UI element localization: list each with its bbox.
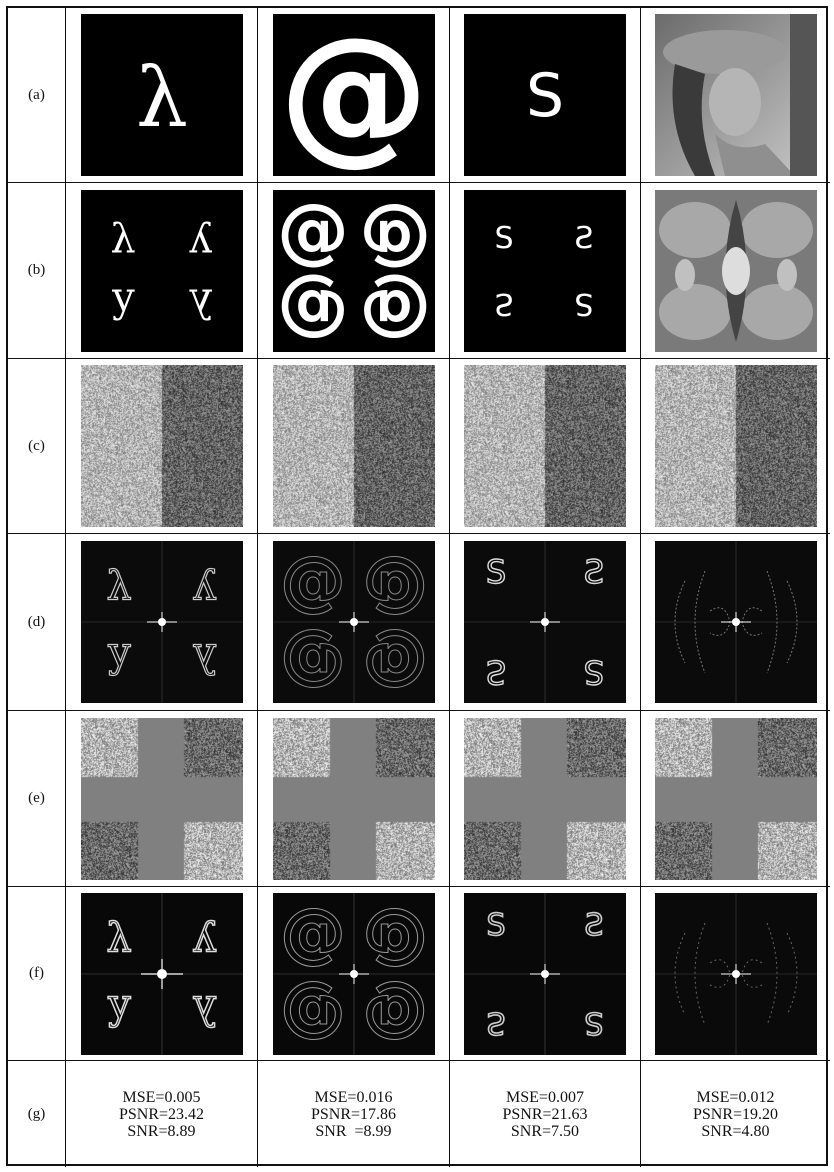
image-b-s-quad: S S S S bbox=[464, 189, 626, 352]
svg-text:@: @ bbox=[362, 542, 428, 619]
snr-value: SNR=7.50 bbox=[510, 1122, 580, 1140]
svg-text:@: @ bbox=[362, 625, 428, 702]
image-c-encrypted-4 bbox=[654, 365, 817, 527]
svg-text:S: S bbox=[574, 286, 593, 321]
svg-text:λ: λ bbox=[192, 915, 217, 961]
svg-text:S: S bbox=[486, 908, 505, 943]
svg-text:λ: λ bbox=[106, 987, 131, 1033]
snr-value: SNR=8.89 bbox=[127, 1122, 196, 1140]
psnr-value: PSNR=19.20 bbox=[692, 1105, 779, 1123]
row-label-e: (e) bbox=[8, 711, 66, 887]
svg-text:S: S bbox=[486, 553, 506, 591]
image-d-at-spectrum: @ @ @ @ bbox=[272, 541, 435, 703]
psnr-value: PSNR=23.42 bbox=[118, 1105, 205, 1123]
image-e-masked-2 bbox=[272, 717, 435, 880]
image-e-masked-1 bbox=[80, 717, 243, 880]
svg-text:λ: λ bbox=[106, 563, 131, 609]
svg-text:@: @ bbox=[280, 625, 346, 702]
image-f-s-recovered: S S S S bbox=[464, 892, 626, 1055]
glyph-lambda: λ bbox=[136, 51, 188, 146]
svg-text:S: S bbox=[584, 908, 603, 943]
image-e-masked-4 bbox=[654, 717, 817, 880]
svg-text:S: S bbox=[486, 1005, 505, 1040]
svg-text:λ: λ bbox=[188, 280, 213, 326]
image-a-portrait bbox=[654, 14, 817, 176]
row-label-d: (d) bbox=[8, 534, 66, 711]
snr-value: SNR =8.99 bbox=[315, 1122, 392, 1140]
image-d-portrait-spectrum bbox=[654, 541, 817, 703]
row-label-f: (f) bbox=[8, 887, 66, 1061]
svg-text:S: S bbox=[584, 553, 604, 591]
metrics-1: MSE=0.005 PSNR=23.42 SNR=8.89 bbox=[119, 1089, 204, 1140]
svg-text:λ: λ bbox=[106, 915, 131, 961]
image-a-lambda: λ bbox=[80, 14, 243, 176]
svg-text:@: @ bbox=[362, 977, 428, 1054]
image-b-at-quad: @ @ @ @ bbox=[272, 189, 435, 352]
svg-text:S: S bbox=[494, 221, 513, 256]
image-f-portrait-recovered bbox=[654, 892, 817, 1055]
svg-text:@: @ bbox=[359, 270, 431, 352]
image-e-masked-3 bbox=[464, 717, 626, 880]
svg-text:λ: λ bbox=[188, 216, 213, 262]
image-c-encrypted-3 bbox=[464, 365, 626, 527]
svg-text:S: S bbox=[574, 221, 593, 256]
image-f-at-recovered: @ @ @ @ bbox=[272, 892, 435, 1055]
row-label-c: (c) bbox=[8, 359, 66, 534]
metrics-3: MSE=0.007 PSNR=21.63 SNR=7.50 bbox=[502, 1089, 587, 1140]
svg-text:@: @ bbox=[280, 977, 346, 1054]
svg-text:@: @ bbox=[280, 542, 346, 619]
image-a-s: S bbox=[464, 14, 626, 176]
svg-text:λ: λ bbox=[192, 635, 217, 681]
mse-value: MSE=0.007 bbox=[506, 1088, 584, 1106]
image-d-s-spectrum: S S S S bbox=[464, 541, 626, 703]
mse-value: MSE=0.012 bbox=[696, 1088, 775, 1106]
metrics-2: MSE=0.016 PSNR=17.86 SNR =8.99 bbox=[311, 1089, 396, 1140]
svg-text:@: @ bbox=[277, 270, 349, 352]
svg-text:S: S bbox=[486, 653, 506, 691]
image-c-encrypted-1 bbox=[80, 365, 243, 527]
image-d-lambda-spectrum: λ λ λ λ bbox=[80, 541, 243, 703]
row-label-g: (g) bbox=[8, 1061, 66, 1167]
svg-text:@: @ bbox=[359, 190, 431, 272]
svg-text:λ: λ bbox=[110, 280, 135, 326]
figure-table: (a) λ @ S (b) λ λ λ λ bbox=[6, 6, 830, 1167]
psnr-value: PSNR=17.86 bbox=[310, 1105, 397, 1123]
metrics-4: MSE=0.012 PSNR=19.20 SNR=4.80 bbox=[693, 1089, 778, 1140]
image-a-at: @ bbox=[272, 14, 435, 176]
svg-text:λ: λ bbox=[110, 216, 135, 262]
image-c-encrypted-2 bbox=[272, 365, 435, 527]
svg-text:@: @ bbox=[277, 190, 349, 272]
svg-text:@: @ bbox=[362, 894, 428, 971]
psnr-value: PSNR=21.63 bbox=[502, 1105, 588, 1123]
svg-text:@: @ bbox=[280, 894, 346, 971]
image-b-lambda-quad: λ λ λ λ bbox=[80, 189, 243, 352]
svg-text:S: S bbox=[494, 286, 513, 321]
svg-text:λ: λ bbox=[106, 635, 131, 681]
image-b-portrait-quad bbox=[654, 189, 817, 352]
mse-value: MSE=0.005 bbox=[122, 1088, 201, 1106]
row-label-b: (b) bbox=[8, 183, 66, 359]
image-f-lambda-recovered: λ λ λ λ bbox=[80, 892, 243, 1055]
svg-text:λ: λ bbox=[192, 987, 217, 1033]
svg-text:S: S bbox=[584, 653, 604, 691]
mse-value: MSE=0.016 bbox=[314, 1088, 393, 1106]
glyph-at: @ bbox=[279, 14, 429, 176]
glyph-s: S bbox=[526, 61, 564, 131]
snr-value: SNR=4.80 bbox=[701, 1122, 770, 1140]
svg-text:λ: λ bbox=[192, 563, 217, 609]
svg-text:S: S bbox=[584, 1005, 603, 1040]
row-label-a: (a) bbox=[8, 8, 66, 183]
